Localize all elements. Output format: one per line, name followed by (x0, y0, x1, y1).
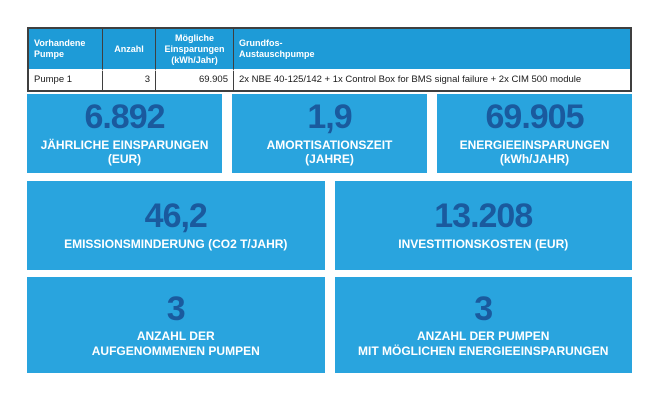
kpi-tile-recorded-pumps: 3 ANZAHL DER AUFGENOMMENEN PUMPEN (27, 277, 325, 373)
cell-pump-name: Pumpe 1 (29, 71, 103, 90)
kpi-label: ANZAHL DER AUFGENOMMENEN PUMPEN (91, 329, 260, 358)
kpi-value: 1,9 (307, 98, 352, 137)
column-header-moegliche-einsparungen: Mögliche Einsparungen (kWh/Jahr) (156, 29, 234, 72)
kpi-label: INVESTITIONSKOSTEN (EUR) (398, 237, 569, 252)
kpi-tile-emission-reduction: 46,2 EMISSIONSMINDERUNG (CO2 T/JAHR) (27, 181, 325, 270)
kpi-value: 69.905 (485, 98, 585, 137)
cell-possible-savings: 69.905 (156, 71, 234, 90)
kpi-value: 3 (474, 289, 493, 328)
kpi-label: ANZAHL DER PUMPEN MIT MÖGLICHEN ENERGIEE… (358, 329, 609, 358)
kpi-label: JÄHRLICHE EINSPARUNGEN (EUR) (40, 137, 209, 167)
cell-replacement-pump: 2x NBE 40-125/142 + 1x Control Box for B… (239, 74, 582, 86)
kpi-label: EMISSIONSMINDERUNG (CO2 T/JAHR) (64, 237, 288, 252)
kpi-row-1: 6.892 JÄHRLICHE EINSPARUNGEN (EUR) 1,9 A… (27, 94, 632, 173)
kpi-value: 13.208 (434, 197, 533, 236)
kpi-tile-annual-savings: 6.892 JÄHRLICHE EINSPARUNGEN (EUR) (27, 94, 222, 173)
kpi-row-2: 46,2 EMISSIONSMINDERUNG (CO2 T/JAHR) 13.… (27, 181, 632, 270)
cell-pump-count: 3 (103, 71, 156, 90)
pump-summary-table: Vorhandene Pumpe Anzahl Mögliche Einspar… (27, 27, 632, 92)
kpi-value: 46,2 (144, 197, 208, 236)
column-header-vorhandene-pumpe: Vorhandene Pumpe (29, 29, 103, 72)
kpi-value: 3 (166, 289, 186, 328)
kpi-value: 6.892 (84, 98, 165, 137)
kpi-tile-investment-cost: 13.208 INVESTITIONSKOSTEN (EUR) (334, 181, 632, 270)
column-header-anzahl: Anzahl (103, 29, 156, 72)
kpi-label: ENERGIEEINSPARUNGEN (kWh/JAHR) (459, 137, 610, 167)
table-header-row: Vorhandene Pumpe Anzahl Mögliche Einspar… (29, 29, 630, 72)
kpi-tile-pumps-with-savings: 3 ANZAHL DER PUMPEN MIT MÖGLICHEN ENERGI… (334, 277, 632, 373)
kpi-tile-energy-savings: 69.905 ENERGIEEINSPARUNGEN (kWh/JAHR) (437, 94, 632, 173)
kpi-tile-payback-time: 1,9 AMORTISATIONSZEIT (JAHRE) (232, 94, 427, 173)
column-header-grundfos-austauschpumpe: Grundfos- Austauschpumpe (234, 29, 630, 72)
kpi-label: AMORTISATIONSZEIT (JAHRE) (266, 137, 393, 167)
table-row: Pumpe 1 3 69.905 2x NBE 40-125/142 + 1x … (29, 71, 630, 90)
kpi-row-3: 3 ANZAHL DER AUFGENOMMENEN PUMPEN 3 ANZA… (27, 277, 632, 373)
